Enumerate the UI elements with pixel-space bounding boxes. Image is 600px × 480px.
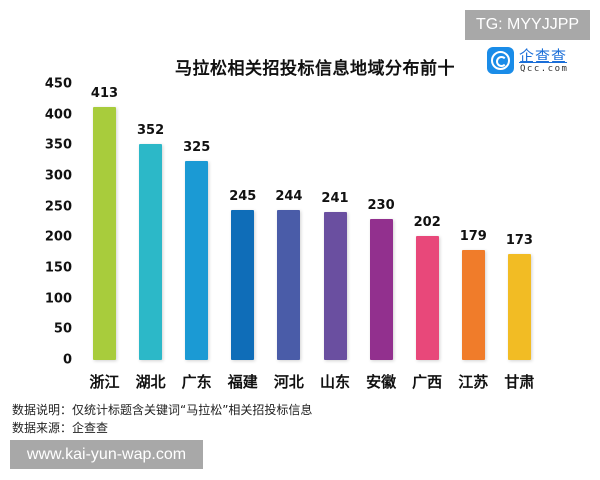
bar-1 <box>139 144 163 360</box>
data-source-note: 数据来源：企查查 <box>12 421 109 435</box>
bar-value-label: 241 <box>321 191 349 207</box>
x-category-label: 广西 <box>412 373 443 391</box>
y-tick-label: 50 <box>53 321 72 337</box>
y-tick-label: 100 <box>44 291 72 307</box>
bar-value-label: 245 <box>229 188 257 204</box>
logo-domain: Qcc.com <box>520 64 569 74</box>
x-category-label: 浙江 <box>89 373 120 391</box>
x-category-label: 福建 <box>227 373 258 391</box>
qcc-logo-icon <box>487 47 514 74</box>
bar-3 <box>231 209 255 360</box>
bar-value-label: 173 <box>505 232 533 248</box>
bar-0 <box>93 106 116 360</box>
y-tick-label: 350 <box>44 137 72 153</box>
y-tick-label: 200 <box>44 229 72 245</box>
x-category-label: 甘肃 <box>504 373 535 391</box>
y-tick-label: 250 <box>44 199 72 215</box>
logo-name: 企查查 <box>519 47 568 65</box>
x-category-label: 湖北 <box>135 373 166 391</box>
chart-title: 马拉松相关招投标信息地域分布前十 <box>175 59 455 79</box>
bar-value-label: 179 <box>459 229 487 245</box>
bar-value-label: 325 <box>183 139 211 155</box>
qcc-logo: 企查查 Qcc.com <box>487 46 587 80</box>
y-tick-label: 400 <box>44 107 72 123</box>
bar-7 <box>415 236 439 360</box>
y-tick-label: 0 <box>62 352 72 368</box>
x-category-label: 江苏 <box>458 373 489 391</box>
bar-2 <box>185 160 209 360</box>
data-description-note: 数据说明：仅统计标题含关键词“马拉松”相关招投标信息 <box>12 403 313 417</box>
x-category-label: 山东 <box>319 373 350 391</box>
y-tick-label: 300 <box>44 168 72 184</box>
bar-4 <box>277 210 301 360</box>
y-tick-label: 450 <box>44 76 72 92</box>
bar-value-label: 230 <box>367 197 395 213</box>
x-category-label: 河北 <box>273 373 304 391</box>
watermark-tg: TG: MYYJJPP <box>465 10 590 40</box>
bar-5 <box>323 212 347 360</box>
bar-value-label: 202 <box>413 215 441 231</box>
bar-value-label: 352 <box>137 123 165 139</box>
x-category-label: 安徽 <box>366 373 397 391</box>
bar-6 <box>369 218 393 360</box>
x-category-label: 广东 <box>181 373 212 391</box>
bar-9 <box>507 253 531 360</box>
bar-value-label: 244 <box>275 189 303 205</box>
watermark-url: www.kai-yun-wap.com <box>10 440 203 469</box>
bar-value-label: 413 <box>90 85 119 101</box>
y-tick-label: 150 <box>44 260 72 276</box>
bar-8 <box>461 250 485 360</box>
